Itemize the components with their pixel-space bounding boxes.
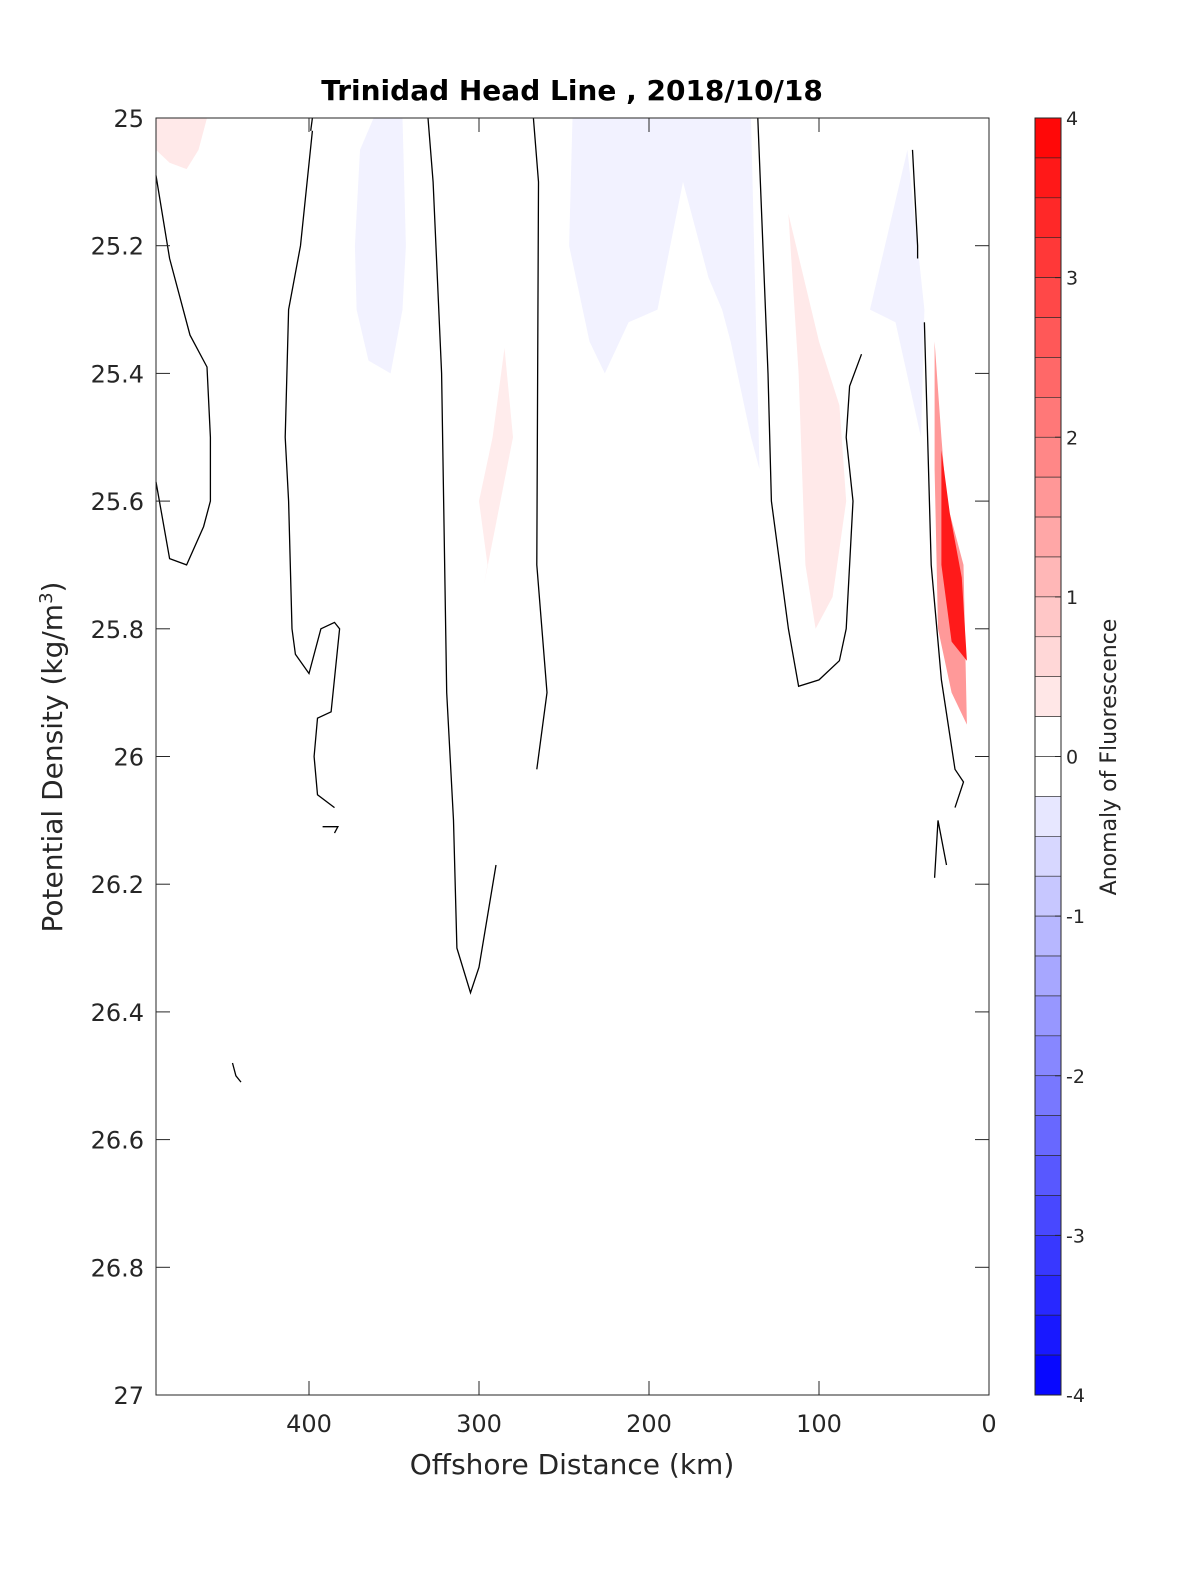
colorbar-swatch-24 [1034,1075,1062,1116]
y-tick-label-4: 25.8 [91,616,144,644]
colorbar-swatch-7 [1034,397,1062,438]
colorbar-swatch-25 [1034,1115,1062,1156]
colorbar-swatch-19 [1034,875,1062,917]
plot-area: 25 25.2 25.4 25.6 25.8 26 26.2 26.4 26.6 26.8 27 4… [91,105,997,1438]
contour-line-9 [933,820,948,878]
anomaly-region-1 [354,118,406,374]
colorbar-ticks: 4 3 2 1 0 -1 -2 -3 -4 [1055,108,1085,1407]
y-tick-label-10: 27 [113,1382,144,1410]
plot-background [156,118,989,1395]
colorbar-swatch-29 [1034,1274,1062,1316]
contour-line-5 [532,117,548,770]
colorbar-swatch-14 [1034,676,1062,717]
anomaly-region-5 [870,149,925,438]
y-tick-label-2: 25.4 [91,360,144,388]
colorbar-swatch-18 [1034,836,1062,877]
y-tick-label-5: 26 [113,744,144,772]
colorbar-swatch-13 [1034,636,1062,677]
anomaly-region-2 [479,347,513,585]
colorbar-tick-label-3: 1 [1066,587,1078,609]
x-tick-label-1: 300 [456,1410,502,1438]
contour-line-10 [231,1062,242,1083]
colorbar-swatch-17 [1034,796,1062,837]
colorbar-swatch-11 [1034,556,1062,598]
x-tick-label-0: 400 [286,1410,332,1438]
anomaly-region-0 [156,118,207,170]
contour-line-8 [923,322,965,808]
colorbar-swatch-21 [1034,955,1062,997]
colorbar-swatch-2 [1034,197,1062,239]
y-tick-label-7: 26.4 [91,999,144,1027]
colorbar-swatch-27 [1034,1195,1062,1236]
y-tick-label-0: 25 [113,105,144,133]
colorbar-swatch-12 [1034,596,1062,638]
contour-line-2 [284,130,341,809]
colorbar-tick-label-7: -3 [1066,1225,1085,1247]
y-tick-label-8: 26.6 [91,1127,144,1155]
colorbar-swatch-9 [1034,476,1062,518]
colorbar-swatch-31 [1034,1354,1062,1396]
colorbar-swatch-4 [1034,277,1062,318]
colorbar-label: Anomaly of Fluorescence [1097,619,1122,896]
y-axis-label-main: Potential Density (kg/m [36,604,69,933]
colorbar-swatch-10 [1034,516,1062,558]
y-ticks: 25 25.2 25.4 25.6 25.8 26 26.2 26.4 26.6 26.8 27 [91,105,989,1410]
y-tick-label-3: 25.6 [91,488,144,516]
colorbar-swatch-26 [1034,1155,1062,1196]
y-axis-label-superscript: 3 [36,592,57,603]
y-tick-label-6: 26.2 [91,871,144,899]
colorbar-swatch-5 [1034,317,1062,358]
colorbar-tick-label-4: 0 [1066,747,1078,769]
colorbar-swatch-28 [1034,1235,1062,1276]
colorbar-swatch-23 [1034,1035,1062,1077]
colorbar-tick-label-6: -2 [1066,1066,1085,1088]
colorbar-tick-label-2: 2 [1066,427,1078,449]
colorbar-swatch-30 [1034,1314,1062,1356]
x-tick-label-2: 200 [626,1410,672,1438]
colorbar-swatch-16 [1034,756,1062,797]
contour-lines [155,117,965,1083]
x-ticks: 400 300 200 100 0 [286,118,997,1438]
colorbar-swatch-1 [1034,157,1062,199]
colorbar: 4 3 2 1 0 -1 -2 -3 -4 [1034,108,1085,1407]
contour-line-6 [757,117,863,688]
anomaly-region-7 [941,450,967,661]
y-tick-label-9: 26.8 [91,1254,144,1282]
y-axis-label: Potential Density (kg/m3) [36,582,70,933]
contour-line-0 [155,175,212,566]
anomaly-region-4 [788,213,847,629]
filled-anomaly-regions [156,118,967,725]
colorbar-swatch-0 [1034,117,1062,159]
contour-line-7 [911,149,919,259]
y-axis-label-close: ) [36,582,69,593]
colorbar-swatch-20 [1034,915,1062,957]
contour-line-4 [427,117,497,995]
y-tick-label-1: 25.2 [91,233,144,261]
colorbar-tick-label-1: 3 [1066,268,1078,290]
colorbar-tick-label-0: 4 [1066,108,1078,130]
x-axis-label: Offshore Distance (km) [410,1448,735,1481]
colorbar-swatch-15 [1034,716,1062,757]
x-tick-label-3: 100 [796,1410,842,1438]
anomaly-region-3 [569,118,760,470]
colorbar-tick-label-5: -1 [1066,906,1085,928]
colorbar-swatch-8 [1034,436,1062,478]
contour-line-1 [310,117,314,131]
colorbar-swatch-6 [1034,357,1062,398]
colorbar-swatch-3 [1034,237,1062,278]
contour-line-3 [322,826,339,834]
colorbar-tick-label-8: -4 [1066,1385,1085,1407]
x-tick-label-4: 0 [981,1410,996,1438]
colorbar-swatch-22 [1034,995,1062,1037]
chart-title: Trinidad Head Line , 2018/10/18 [321,74,823,107]
colorbar-swatches [1034,117,1062,1396]
